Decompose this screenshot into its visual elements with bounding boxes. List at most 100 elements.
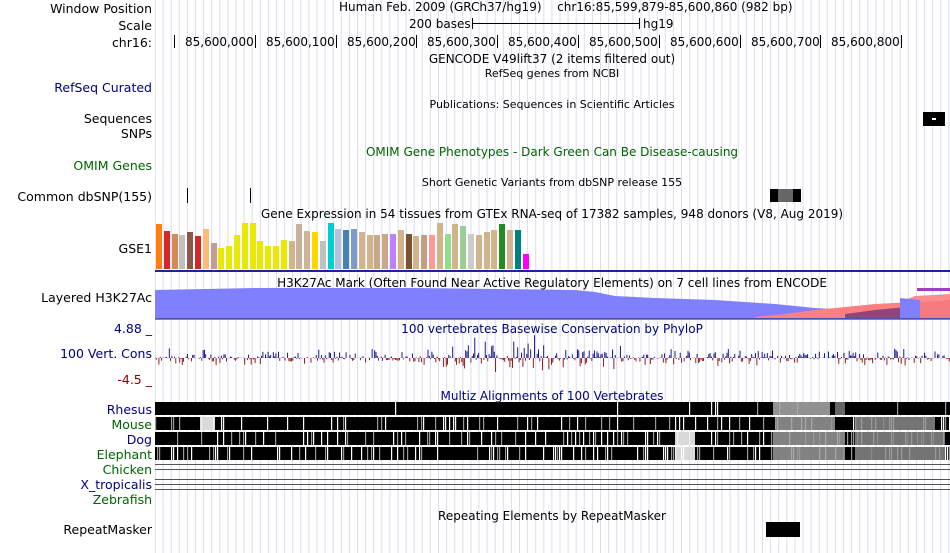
gtex-tissue-bar[interactable] — [163, 231, 170, 269]
gtex-tissue-bar[interactable] — [483, 232, 490, 269]
h3k27-title: H3K27Ac Mark (Often Found Near Active Re… — [277, 276, 827, 290]
species-label-x_tropicalis[interactable]: X_tropicalis — [80, 477, 152, 492]
gtex-tissue-bar[interactable] — [226, 245, 233, 269]
ruler-tick — [174, 35, 175, 48]
gtex-tissue-bar[interactable] — [257, 240, 264, 269]
conservation-wiggle[interactable] — [155, 320, 950, 390]
ruler-tick — [416, 35, 417, 48]
gtex-tissue-bar[interactable] — [351, 229, 357, 269]
gtex-tissue-bar[interactable] — [436, 222, 443, 269]
ruler-tick-label: 85,600,400 — [508, 35, 577, 49]
gtex-tissue-bar[interactable] — [514, 230, 521, 269]
gtex-tissue-bar[interactable] — [390, 233, 396, 269]
ruler-tick — [820, 35, 821, 48]
gtex-tissue-bar[interactable] — [405, 233, 412, 269]
h3k27-divider — [155, 270, 950, 272]
gtex-tissue-bar[interactable] — [273, 245, 279, 269]
species-label-mouse[interactable]: Mouse — [111, 417, 152, 432]
cons-label[interactable]: 100 Vert. Cons — [60, 346, 152, 361]
cons-max: 4.88 _ — [113, 321, 152, 336]
ruler-tick — [578, 35, 579, 48]
gtex-tissue-bar[interactable] — [280, 239, 287, 269]
gtex-tissue-bar[interactable] — [491, 230, 498, 269]
gtex-tissue-bar[interactable] — [312, 232, 318, 269]
gtex-tissue-bar[interactable] — [397, 230, 404, 269]
gtex-tissue-bar[interactable] — [429, 235, 435, 269]
ruler-tick — [255, 35, 256, 48]
refseq-label[interactable]: RefSeq Curated — [54, 80, 152, 95]
cons-divider — [155, 319, 950, 320]
gtex-tissue-bar[interactable] — [460, 225, 467, 269]
gtex-tissue-bar[interactable] — [234, 235, 240, 269]
gse-label[interactable]: GSE1 — [118, 241, 152, 256]
ruler-tick-label: 85,600,300 — [427, 35, 496, 49]
gtex-tissue-bar[interactable] — [210, 243, 217, 269]
gtex-tissue-bar[interactable] — [507, 230, 513, 269]
gtex-tissue-bar[interactable] — [319, 240, 326, 269]
gtex-tissue-bar[interactable] — [304, 231, 311, 269]
species-label-zebrafish[interactable]: Zebrafish — [92, 492, 152, 507]
sequences-label[interactable]: Sequences — [83, 111, 152, 126]
gtex-tissue-bar[interactable] — [468, 233, 474, 269]
omim-label[interactable]: OMIM Genes — [73, 158, 152, 173]
gtex-tissue-bar[interactable] — [452, 224, 459, 269]
gtex-tissue-bar[interactable] — [265, 245, 272, 269]
ruler-tick — [336, 35, 337, 48]
ruler-tick — [901, 35, 902, 48]
dbsnp-variant[interactable] — [187, 188, 188, 203]
gtex-tissue-bar[interactable] — [475, 235, 482, 269]
gtex-tissue-bar[interactable] — [241, 222, 248, 269]
scale-label: Scale — [118, 18, 152, 33]
h3k27-signal[interactable] — [155, 270, 950, 320]
species-label-dog[interactable]: Dog — [126, 432, 152, 447]
gtex-tissue-bar[interactable] — [358, 232, 365, 269]
species-label-elephant[interactable]: Elephant — [96, 447, 152, 462]
dbsnp-variant-block[interactable] — [770, 189, 801, 202]
ruler-tick-label: 85,600,000 — [185, 35, 254, 49]
gtex-tissue-bar[interactable] — [195, 236, 201, 269]
publication-feature[interactable] — [923, 112, 945, 126]
gtex-tissue-bar[interactable] — [335, 229, 342, 269]
dbsnp-variant[interactable] — [250, 188, 251, 203]
chrom-label: chr16: — [111, 35, 152, 50]
ruler-tick-label: 85,600,600 — [670, 35, 739, 49]
gtex-tissue-bar[interactable] — [366, 235, 373, 269]
gtex-tissue-bar[interactable] — [179, 235, 186, 269]
ruler-tick-label: 85,600,200 — [347, 35, 416, 49]
gtex-tissue-bar[interactable] — [187, 232, 194, 269]
gtex-bars[interactable] — [156, 222, 536, 269]
repeat-element[interactable] — [766, 522, 800, 537]
scale-bar — [472, 18, 640, 29]
gtex-tissue-bar[interactable] — [522, 253, 529, 269]
gtex-tissue-bar[interactable] — [499, 224, 506, 269]
ruler-tick — [497, 35, 498, 48]
gtex-tissue-bar[interactable] — [421, 235, 428, 269]
snps-label[interactable]: SNPs — [120, 126, 152, 141]
scale-text: 200 bases — [409, 17, 471, 31]
gtex-tissue-bar[interactable] — [444, 233, 451, 269]
gtex-tissue-bar[interactable] — [296, 224, 303, 269]
ruler-tick — [659, 35, 660, 48]
gtex-tissue-bar[interactable] — [156, 224, 162, 269]
gtex-tissue-bar[interactable] — [382, 233, 389, 269]
window-position-label: Window Position — [50, 1, 152, 16]
gtex-tissue-bar[interactable] — [343, 230, 350, 269]
dbsnp-title: Short Genetic Variants from dbSNP releas… — [421, 176, 683, 189]
species-label-rhesus[interactable]: Rhesus — [106, 402, 152, 417]
multiz-alignments[interactable] — [155, 401, 950, 493]
gtex-tissue-bar[interactable] — [327, 222, 334, 269]
gtex-tissue-bar[interactable] — [202, 229, 209, 269]
multiz-title: Multiz Alignments of 100 Vertebrates — [440, 389, 664, 403]
species-label-chicken[interactable]: Chicken — [102, 462, 152, 477]
cons-title: 100 vertebrates Basewise Conservation by… — [401, 322, 703, 336]
gtex-tissue-bar[interactable] — [218, 247, 225, 269]
h3k27-label[interactable]: Layered H3K27Ac — [41, 290, 152, 305]
gtex-tissue-bar[interactable] — [288, 240, 295, 269]
gtex-tissue-bar[interactable] — [374, 235, 381, 269]
repeat-label[interactable]: RepeatMasker — [63, 522, 152, 537]
gtex-tissue-bar[interactable] — [413, 236, 420, 269]
ruler-tick-label: 85,600,100 — [266, 35, 335, 49]
gtex-tissue-bar[interactable] — [249, 222, 256, 269]
gtex-tissue-bar[interactable] — [171, 233, 178, 269]
dbsnp-label[interactable]: Common dbSNP(155) — [17, 189, 152, 204]
